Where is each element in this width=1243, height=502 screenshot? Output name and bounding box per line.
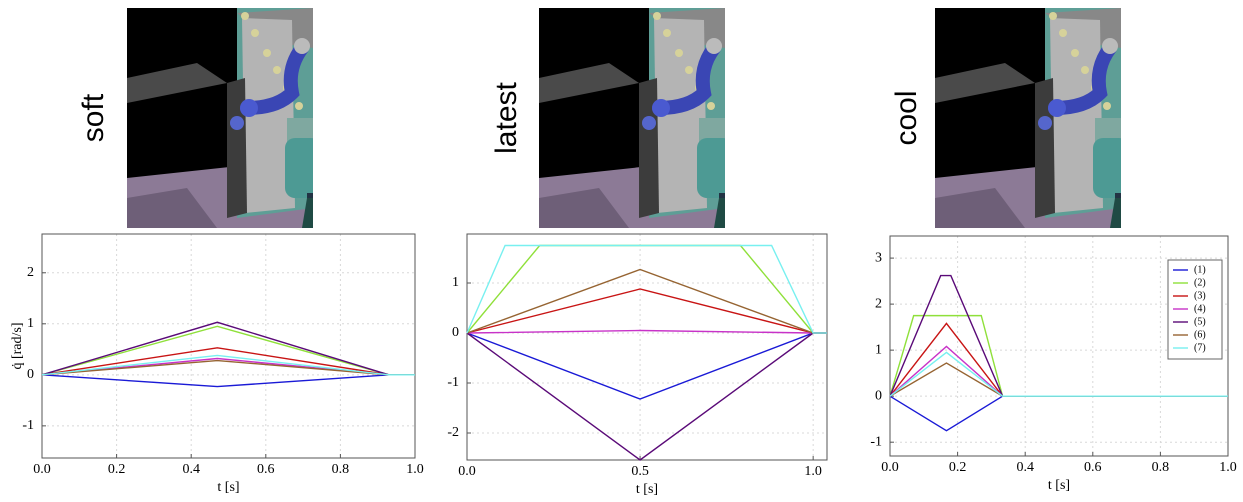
y-axis-label: q̇ [rad/s]	[10, 322, 25, 369]
series-line	[889, 351, 1228, 397]
plot-frame	[41, 233, 416, 459]
x-tick-label: 0.5	[631, 464, 649, 479]
robot-scene-image	[935, 8, 1243, 228]
legend-label: (6)	[1194, 329, 1206, 340]
x-axis-label: t [s]	[1048, 478, 1070, 493]
legend-label: (2)	[1194, 277, 1206, 288]
chart-title: cool	[890, 90, 923, 145]
x-tick-label: 1.0	[1219, 460, 1237, 475]
x-tick-label: 1.0	[406, 462, 424, 477]
y-tick-label: -1	[22, 418, 34, 433]
series-line	[41, 374, 415, 388]
series-line	[889, 362, 1228, 397]
series-line	[889, 395, 1228, 432]
x-tick-label: 0.4	[1016, 460, 1034, 475]
y-tick-label: 3	[875, 250, 882, 265]
x-tick-label: 0.6	[257, 462, 275, 477]
y-tick-label: -1	[447, 375, 459, 390]
legend-label: (7)	[1194, 342, 1206, 353]
x-tick-label: 0.0	[458, 464, 476, 479]
chart-title: soft	[77, 93, 110, 142]
y-tick-label: 1	[875, 342, 882, 357]
series-line	[41, 325, 415, 376]
series-line	[41, 354, 415, 376]
x-tick-label: 0.6	[1084, 460, 1102, 475]
y-tick-label: -2	[447, 425, 459, 440]
x-tick-label: 1.0	[804, 464, 822, 479]
series-line	[41, 359, 415, 376]
y-tick-label: 2	[875, 296, 882, 311]
x-axis-label: t [s]	[217, 480, 239, 495]
y-tick-label: 1	[27, 316, 34, 331]
y-tick-label: 0	[27, 367, 34, 382]
legend-label: (3)	[1194, 290, 1206, 301]
x-tick-label: 0.2	[949, 460, 967, 475]
chart-title: latest	[490, 81, 523, 153]
x-tick-label: 0.0	[33, 462, 51, 477]
y-tick-label: 2	[27, 265, 34, 280]
legend-label: (4)	[1194, 303, 1206, 314]
series-line	[466, 244, 827, 334]
y-tick-label: 0	[875, 388, 882, 403]
series-line	[466, 332, 827, 400]
x-tick-label: 0.0	[881, 460, 899, 475]
y-tick-label: 0	[452, 325, 459, 340]
x-tick-label: 0.4	[182, 462, 200, 477]
y-tick-label: 1	[452, 275, 459, 290]
robot-scene-image	[127, 8, 447, 228]
series-line	[466, 288, 827, 334]
x-tick-label: 0.2	[108, 462, 126, 477]
legend-label: (1)	[1194, 264, 1206, 275]
plot-frame	[466, 233, 828, 461]
y-tick-label: -1	[870, 434, 882, 449]
legend-label: (5)	[1194, 316, 1206, 327]
x-tick-label: 0.8	[332, 462, 350, 477]
robot-scene-image	[539, 8, 859, 228]
plot-frame	[889, 235, 1229, 457]
x-axis-label: t [s]	[636, 482, 658, 497]
x-tick-label: 0.8	[1152, 460, 1170, 475]
